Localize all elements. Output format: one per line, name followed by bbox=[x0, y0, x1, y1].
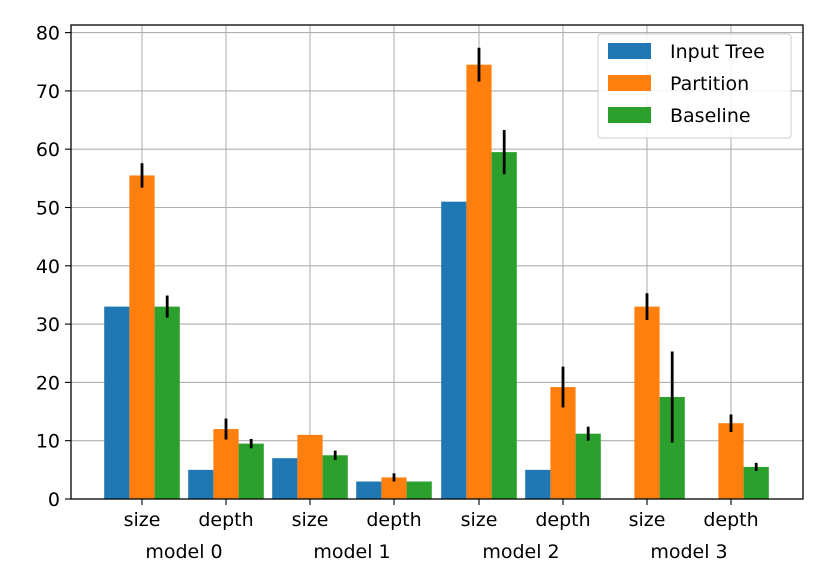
y-tick-label: 10 bbox=[36, 431, 60, 453]
x-tick-label: depth bbox=[535, 509, 590, 531]
bar-partition bbox=[129, 175, 155, 499]
group-label: model 2 bbox=[482, 541, 559, 563]
plot-frame bbox=[70, 24, 804, 500]
bar-baseline bbox=[154, 306, 180, 499]
bar-partition bbox=[213, 429, 239, 499]
legend-swatch-2 bbox=[608, 107, 651, 123]
x-tick-label: size bbox=[461, 509, 498, 531]
y-tick-label: 40 bbox=[36, 256, 60, 278]
bar-partition bbox=[634, 306, 660, 499]
y-tick-label: 70 bbox=[36, 81, 60, 103]
x-tick-label: depth bbox=[198, 509, 253, 531]
bar-baseline bbox=[406, 481, 432, 499]
bar-partition bbox=[381, 477, 407, 499]
bars bbox=[104, 64, 769, 500]
x-tick-label: size bbox=[629, 509, 666, 531]
legend: Input Tree Partition Baseline bbox=[597, 33, 792, 139]
bar-input-tree bbox=[272, 458, 298, 499]
y-tick-label: 20 bbox=[36, 372, 60, 394]
y-axis: 0 10 20 30 40 50 60 70 80 bbox=[36, 23, 71, 511]
bar-partition bbox=[297, 434, 323, 499]
legend-swatch-1 bbox=[608, 75, 651, 91]
bar-input-tree bbox=[188, 469, 214, 499]
group-label: model 3 bbox=[650, 541, 727, 563]
bar-baseline bbox=[575, 433, 601, 499]
y-tick-label: 0 bbox=[48, 489, 60, 511]
x-axis: size depth size depth size depth size depth mode… bbox=[124, 499, 759, 563]
error-bars bbox=[140, 47, 758, 482]
bar-input-tree bbox=[104, 306, 130, 499]
bar-input-tree bbox=[356, 481, 382, 499]
x-tick-label: depth bbox=[703, 509, 758, 531]
bar-partition bbox=[718, 423, 744, 499]
y-tick-label: 60 bbox=[36, 139, 60, 161]
bar-baseline bbox=[743, 466, 769, 499]
bar-input-tree bbox=[441, 201, 467, 500]
x-tick-label: depth bbox=[366, 509, 421, 531]
legend-label-2: Baseline bbox=[670, 105, 751, 127]
bar-baseline bbox=[491, 152, 517, 500]
legend-swatch-0 bbox=[608, 43, 651, 59]
bar-partition bbox=[466, 64, 492, 499]
group-label: model 0 bbox=[145, 541, 222, 563]
y-tick-label: 30 bbox=[36, 314, 60, 336]
y-tick-label: 50 bbox=[36, 198, 60, 220]
y-tick-label: 80 bbox=[36, 23, 60, 45]
x-tick-label: size bbox=[124, 509, 161, 531]
legend-label-1: Partition bbox=[670, 73, 749, 95]
group-label: model 1 bbox=[313, 541, 390, 563]
bar-input-tree bbox=[525, 469, 551, 499]
bar-baseline bbox=[322, 455, 348, 499]
legend-label-0: Input Tree bbox=[670, 41, 765, 63]
x-tick-label: size bbox=[292, 509, 329, 531]
bar-baseline bbox=[238, 443, 264, 499]
